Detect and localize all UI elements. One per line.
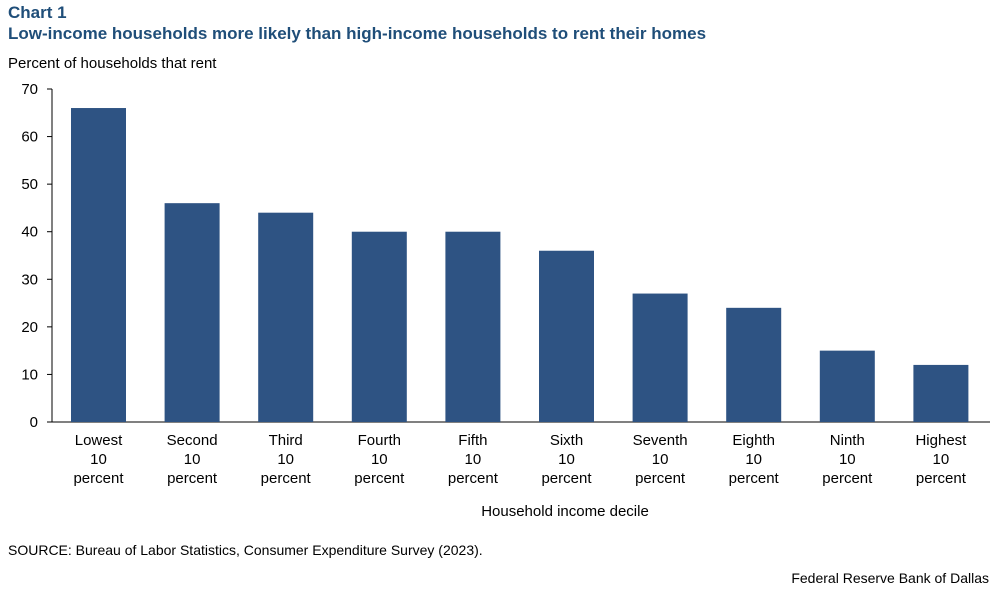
x-tick-label: 10 — [839, 451, 856, 468]
x-axis-label: Household income decile — [481, 503, 649, 520]
x-tick-label: 10 — [652, 451, 669, 468]
y-tick-label: 0 — [30, 414, 38, 431]
bar — [539, 250, 594, 422]
chart-title: Low-income households more likely than h… — [8, 24, 707, 43]
source-note: SOURCE: Bureau of Labor Statistics, Cons… — [8, 542, 483, 558]
x-tick-label: Eighth — [732, 432, 775, 449]
x-tick-label: Seventh — [633, 432, 688, 449]
x-tick-label: Fourth — [358, 432, 401, 449]
x-tick-label: percent — [541, 470, 592, 487]
x-tick-label: Lowest — [75, 432, 123, 449]
bar — [632, 293, 688, 422]
x-tick-label: percent — [635, 470, 686, 487]
y-tick-label: 40 — [21, 224, 38, 241]
y-tick-label: 50 — [21, 176, 38, 193]
x-tick-label: 10 — [90, 451, 107, 468]
x-tick-label: 10 — [745, 451, 762, 468]
x-tick-label: 10 — [933, 451, 950, 468]
x-tick-label: Third — [269, 432, 303, 449]
x-tick-label: 10 — [184, 451, 201, 468]
x-tick-label: percent — [448, 470, 499, 487]
x-tick-label: percent — [729, 470, 780, 487]
bar — [445, 231, 501, 422]
y-axis-label: Percent of households that rent — [8, 55, 217, 72]
brand-footer: Federal Reserve Bank of Dallas — [791, 570, 989, 586]
x-tick-label: percent — [822, 470, 873, 487]
bar — [726, 307, 782, 422]
y-tick-label: 20 — [21, 319, 38, 336]
chart-label: Chart 1 — [8, 3, 67, 22]
y-tick-label: 70 — [21, 81, 38, 98]
bar — [913, 364, 969, 422]
x-tick-label: percent — [261, 470, 312, 487]
bar — [351, 231, 407, 422]
x-tick-label: 10 — [558, 451, 575, 468]
x-tick-label: percent — [167, 470, 218, 487]
y-tick-label: 10 — [21, 366, 38, 383]
bar — [258, 212, 314, 422]
x-tick-label: Second — [167, 432, 218, 449]
x-tick-label: percent — [354, 470, 405, 487]
bar — [71, 108, 126, 423]
x-tick-label: Highest — [915, 432, 967, 449]
x-tick-label: 10 — [465, 451, 482, 468]
x-tick-label: 10 — [277, 451, 294, 468]
x-tick-label: percent — [73, 470, 124, 487]
y-tick-label: 30 — [21, 271, 38, 288]
x-tick-label: 10 — [371, 451, 388, 468]
bar — [164, 203, 220, 422]
x-tick-label: Sixth — [550, 432, 583, 449]
x-tick-label: percent — [916, 470, 967, 487]
y-tick-label: 60 — [21, 129, 38, 146]
x-tick-label: Fifth — [458, 432, 487, 449]
x-tick-label: Ninth — [830, 432, 865, 449]
bar — [819, 350, 875, 422]
